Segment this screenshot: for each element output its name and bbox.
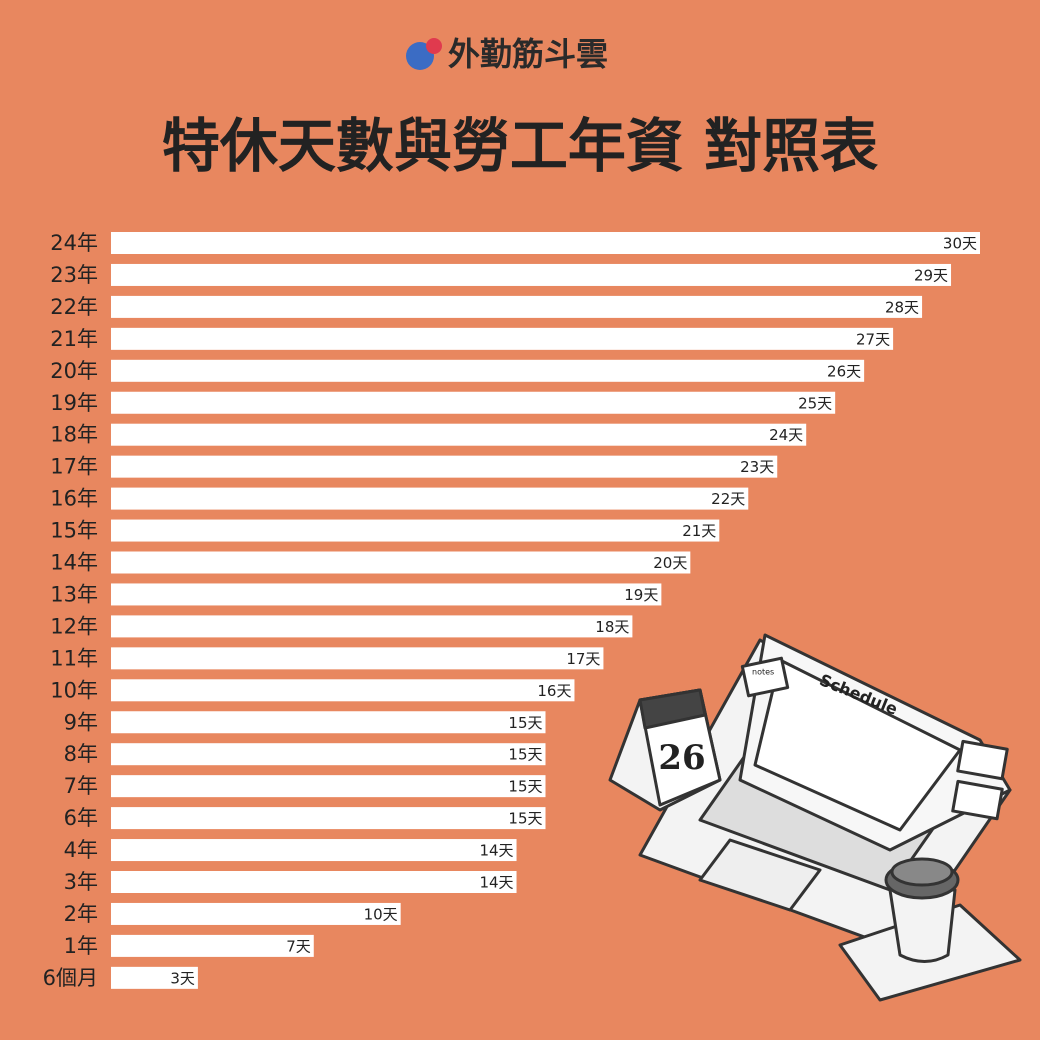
y-tick-label: 15年 [50, 519, 98, 543]
y-tick-label: 12年 [50, 614, 98, 638]
y-tick-label: 7年 [64, 774, 98, 798]
y-tick-label: 20年 [50, 359, 98, 383]
value-label: 26天 [827, 362, 861, 380]
y-tick-label: 19年 [50, 391, 98, 415]
value-label: 20天 [653, 554, 687, 572]
bar [111, 583, 662, 606]
value-label: 29天 [914, 266, 948, 284]
value-label: 7天 [286, 937, 311, 955]
brand-name: 外勤筋斗雲 [448, 35, 608, 73]
bar [111, 455, 778, 478]
note-card [951, 779, 1004, 821]
y-tick-label: 23年 [50, 263, 98, 287]
bar [111, 615, 633, 638]
logo: 外勤筋斗雲 [406, 35, 608, 73]
chart-title: 特休天數與勞工年資 對照表 [162, 112, 878, 180]
trackpad [698, 838, 822, 912]
value-label: 15天 [508, 746, 542, 764]
bar [111, 359, 865, 382]
note-label: notes [752, 668, 774, 677]
bar [111, 263, 952, 286]
y-tick-label: 21年 [50, 327, 98, 351]
y-tick-label: 9年 [64, 710, 98, 734]
y-tick-label: 6個月 [43, 966, 98, 990]
y-tick-label: 2年 [64, 902, 98, 926]
screen-content [753, 658, 962, 832]
value-label: 18天 [595, 618, 629, 636]
value-label: 24天 [769, 426, 803, 444]
value-label: 15天 [508, 778, 542, 796]
y-tick-label: 11年 [50, 646, 98, 670]
bar [111, 679, 575, 702]
y-tick-label: 17年 [50, 455, 98, 479]
bar [111, 423, 807, 446]
bar [111, 711, 546, 734]
logo-icon [426, 38, 442, 54]
value-label: 27天 [856, 330, 890, 348]
y-tick-label: 24年 [50, 231, 98, 255]
y-tick-label: 4年 [64, 838, 98, 862]
bar [111, 743, 546, 766]
value-label: 25天 [798, 394, 832, 412]
y-tick-label: 3年 [64, 870, 98, 894]
value-label: 14天 [479, 842, 513, 860]
calendar-header [638, 688, 707, 730]
y-tick-label: 16年 [50, 487, 98, 511]
bar [111, 839, 517, 862]
bar [111, 807, 546, 830]
y-tick-label: 22年 [50, 295, 98, 319]
y-tick-label: 10年 [50, 678, 98, 702]
bar [111, 775, 546, 798]
y-tick-label: 6年 [64, 806, 98, 830]
plot-area: 24年 30天 23年 29天 22年 28天 21年 27天 20年 26天 19年 25天 18年 2… [43, 231, 980, 990]
bar [111, 295, 923, 318]
bar [111, 551, 691, 574]
value-label: 10天 [364, 905, 398, 923]
illustration: Schedule notes 26 [608, 633, 1022, 1002]
value-label: 14天 [479, 874, 513, 892]
value-label: 19天 [624, 586, 658, 604]
value-label: 17天 [566, 650, 600, 668]
value-label: 28天 [885, 298, 919, 316]
value-label: 15天 [508, 810, 542, 828]
bar [111, 902, 401, 925]
bar [111, 966, 198, 989]
y-tick-label: 1年 [64, 934, 98, 958]
bar [111, 519, 720, 542]
bar [111, 232, 980, 254]
value-label: 30天 [943, 235, 977, 253]
value-label: 23天 [740, 458, 774, 476]
value-label: 22天 [711, 490, 745, 508]
bar [111, 487, 749, 510]
bar [111, 391, 836, 414]
y-tick-label: 18年 [50, 423, 98, 447]
note-card [740, 656, 790, 698]
bar [111, 934, 314, 957]
bar [111, 871, 517, 893]
cup-lid-top [890, 857, 954, 887]
cup [888, 888, 957, 963]
value-label: 16天 [537, 682, 571, 700]
calendar-day: 26 [658, 738, 705, 778]
value-label: 15天 [508, 714, 542, 732]
y-tick-label: 13年 [50, 582, 98, 606]
bar [111, 647, 604, 670]
value-label: 21天 [682, 522, 716, 540]
note-card [956, 739, 1009, 781]
bar [111, 327, 894, 350]
y-tick-label: 8年 [64, 742, 98, 766]
y-tick-label: 14年 [50, 551, 98, 575]
value-label: 3天 [170, 969, 195, 987]
